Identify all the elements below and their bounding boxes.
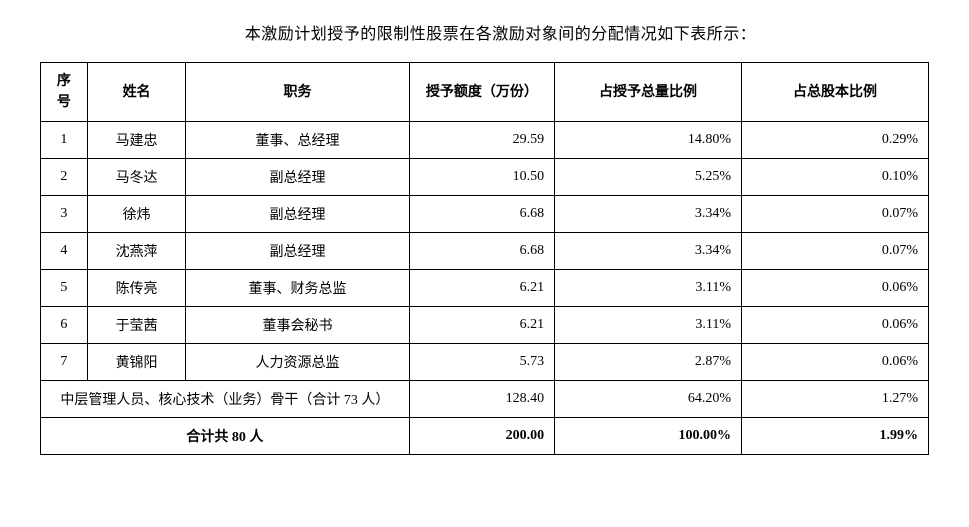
cell-position: 副总经理 — [186, 233, 409, 270]
cell-total: 0.29% — [742, 122, 929, 159]
total-grant: 100.00% — [555, 418, 742, 455]
cell-amount: 10.50 — [409, 159, 554, 196]
cell-amount: 5.73 — [409, 344, 554, 381]
total-total: 1.99% — [742, 418, 929, 455]
header-grant-pct: 占授予总量比例 — [555, 63, 742, 122]
cell-name: 陈传亮 — [87, 270, 186, 307]
cell-grant: 3.34% — [555, 233, 742, 270]
cell-seq: 7 — [41, 344, 88, 381]
cell-seq: 1 — [41, 122, 88, 159]
cell-grant: 3.11% — [555, 307, 742, 344]
header-name: 姓名 — [87, 63, 186, 122]
allocation-table: 序号 姓名 职务 授予额度（万份） 占授予总量比例 占总股本比例 1 马建忠 董… — [40, 62, 929, 455]
cell-name: 马冬达 — [87, 159, 186, 196]
header-position: 职务 — [186, 63, 409, 122]
cell-grant: 14.80% — [555, 122, 742, 159]
table-subtotal-row: 中层管理人员、核心技术（业务）骨干（合计 73 人） 128.40 64.20%… — [41, 381, 929, 418]
cell-amount: 29.59 — [409, 122, 554, 159]
cell-grant: 2.87% — [555, 344, 742, 381]
table-row: 6 于莹茜 董事会秘书 6.21 3.11% 0.06% — [41, 307, 929, 344]
cell-position: 副总经理 — [186, 196, 409, 233]
cell-total: 0.10% — [742, 159, 929, 196]
table-row: 1 马建忠 董事、总经理 29.59 14.80% 0.29% — [41, 122, 929, 159]
cell-position: 董事会秘书 — [186, 307, 409, 344]
cell-position: 人力资源总监 — [186, 344, 409, 381]
cell-name: 马建忠 — [87, 122, 186, 159]
cell-grant: 3.34% — [555, 196, 742, 233]
cell-seq: 3 — [41, 196, 88, 233]
cell-name: 沈燕萍 — [87, 233, 186, 270]
header-amount: 授予额度（万份） — [409, 63, 554, 122]
cell-name: 黄锦阳 — [87, 344, 186, 381]
cell-total: 0.06% — [742, 270, 929, 307]
header-total-pct: 占总股本比例 — [742, 63, 929, 122]
cell-name: 于莹茜 — [87, 307, 186, 344]
cell-seq: 4 — [41, 233, 88, 270]
subtotal-total: 1.27% — [742, 381, 929, 418]
table-header-row: 序号 姓名 职务 授予额度（万份） 占授予总量比例 占总股本比例 — [41, 63, 929, 122]
cell-amount: 6.21 — [409, 270, 554, 307]
cell-seq: 2 — [41, 159, 88, 196]
cell-amount: 6.68 — [409, 233, 554, 270]
cell-total: 0.07% — [742, 233, 929, 270]
table-total-row: 合计共 80 人 200.00 100.00% 1.99% — [41, 418, 929, 455]
table-body: 1 马建忠 董事、总经理 29.59 14.80% 0.29% 2 马冬达 副总… — [41, 122, 929, 455]
cell-position: 董事、总经理 — [186, 122, 409, 159]
total-amount: 200.00 — [409, 418, 554, 455]
cell-position: 董事、财务总监 — [186, 270, 409, 307]
cell-grant: 5.25% — [555, 159, 742, 196]
table-row: 4 沈燕萍 副总经理 6.68 3.34% 0.07% — [41, 233, 929, 270]
cell-seq: 6 — [41, 307, 88, 344]
cell-amount: 6.68 — [409, 196, 554, 233]
header-seq: 序号 — [41, 63, 88, 122]
cell-total: 0.06% — [742, 307, 929, 344]
cell-grant: 3.11% — [555, 270, 742, 307]
subtotal-label: 中层管理人员、核心技术（业务）骨干（合计 73 人） — [41, 381, 410, 418]
table-caption: 本激励计划授予的限制性股票在各激励对象间的分配情况如下表所示： — [40, 20, 929, 44]
cell-total: 0.07% — [742, 196, 929, 233]
cell-name: 徐炜 — [87, 196, 186, 233]
table-row: 3 徐炜 副总经理 6.68 3.34% 0.07% — [41, 196, 929, 233]
table-row: 2 马冬达 副总经理 10.50 5.25% 0.10% — [41, 159, 929, 196]
cell-total: 0.06% — [742, 344, 929, 381]
cell-amount: 6.21 — [409, 307, 554, 344]
subtotal-grant: 64.20% — [555, 381, 742, 418]
table-row: 7 黄锦阳 人力资源总监 5.73 2.87% 0.06% — [41, 344, 929, 381]
cell-position: 副总经理 — [186, 159, 409, 196]
total-label: 合计共 80 人 — [41, 418, 410, 455]
table-row: 5 陈传亮 董事、财务总监 6.21 3.11% 0.06% — [41, 270, 929, 307]
cell-seq: 5 — [41, 270, 88, 307]
subtotal-amount: 128.40 — [409, 381, 554, 418]
